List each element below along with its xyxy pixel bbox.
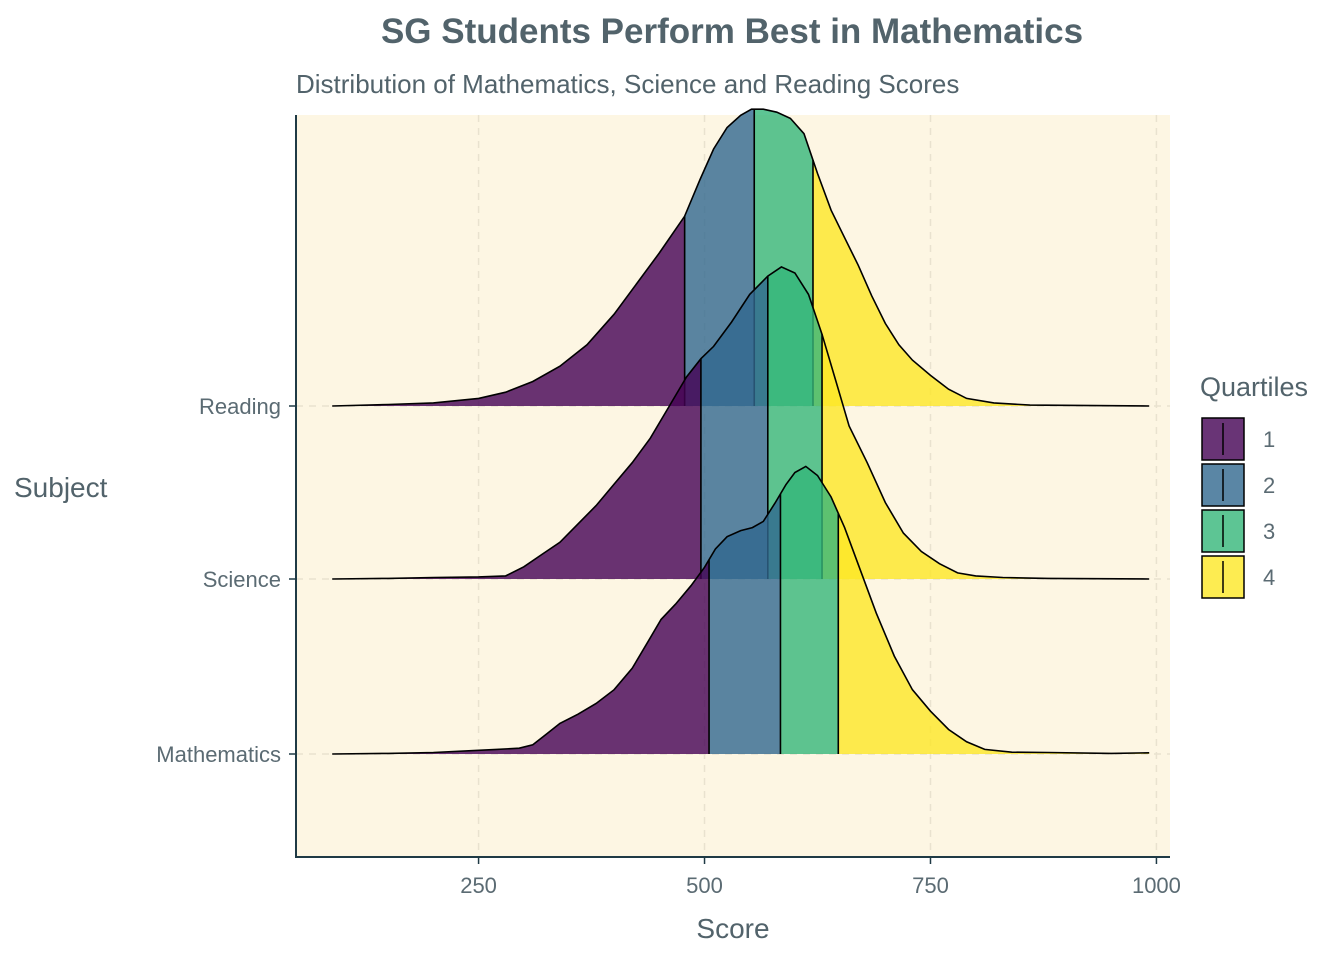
x-tick-label: 500 [686,873,723,898]
legend-title: Quartiles [1200,372,1308,402]
x-tick-label: 750 [912,873,949,898]
ridge-science-quartile-1 [332,358,701,579]
ridge-mathematics-quartile-3 [780,466,839,754]
ridge-reading-quartile-4 [813,160,1150,406]
ridge-reading-outline [332,108,1150,407]
ridges [332,108,1150,755]
legend-label: 3 [1263,519,1275,544]
x-tick-label: 1000 [1132,873,1181,898]
y-tick-label: Reading [199,394,281,419]
ridge-reading-quartile-1 [332,216,685,406]
ridge-mathematics-quartile-1 [332,559,709,754]
x-axis-title: Score [696,913,769,944]
legend-label: 4 [1263,565,1275,590]
axes: 250 500 750 1000 Mathematics Science Reading [156,115,1181,898]
legend-label: 1 [1263,427,1275,452]
chart-subtitle: Distribution of Mathematics, Science and… [296,69,959,99]
chart-title: SG Students Perform Best in Mathematics [381,12,1083,51]
ridge-mathematics-quartile-4 [838,513,1150,754]
ridge-mathematics [332,465,1150,755]
y-axis-title: Subject [14,472,108,503]
y-tick-label: Mathematics [156,742,281,767]
y-tick-label: Science [203,567,281,592]
ridge-science-quartile-2 [700,276,768,579]
x-tick-label: 250 [460,873,497,898]
legend: Quartiles 1 2 3 4 [1200,372,1308,599]
ridge-mathematics-outline [332,465,1150,755]
ridge-mathematics-quartile-2 [709,493,781,754]
legend-label: 2 [1263,473,1275,498]
ridge-science-outline [332,265,1150,580]
